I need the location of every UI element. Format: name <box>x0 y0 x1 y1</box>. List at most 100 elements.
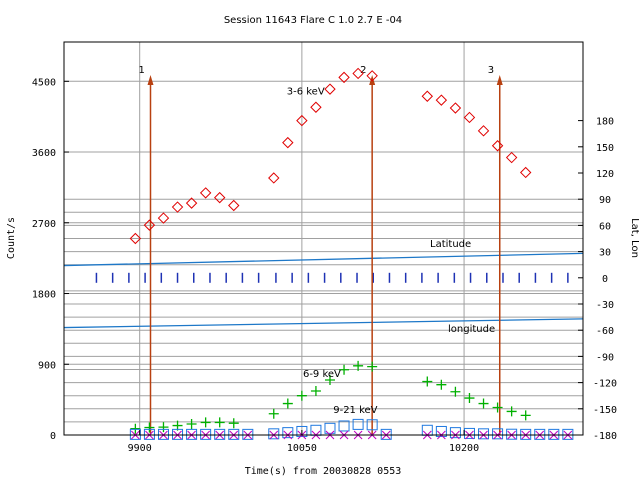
data-point-3-6kev <box>477 125 490 137</box>
y-tick-label: 0 <box>50 431 56 442</box>
data-point-6-9kev <box>339 364 350 375</box>
data-point-9-21kev <box>492 428 504 440</box>
data-point-9-21kev <box>214 428 226 440</box>
data-point-6-9kev <box>367 361 378 372</box>
data-point-9-21kev <box>506 428 518 440</box>
data-layer: Latitude longitude 1 2 3 3-6 keV 6-9 keV 9-21 k… <box>63 65 584 440</box>
data-point-6-9kev <box>186 418 197 429</box>
marker-label: 3 <box>488 65 494 76</box>
data-point-3-6kev <box>366 70 378 82</box>
data-point-6-9kev <box>506 406 517 417</box>
x-tick-label: 10050 <box>287 443 317 454</box>
data-point-9-21kev <box>380 428 392 440</box>
data-point-9-21kev <box>228 428 240 440</box>
y2-tick-label: -180 <box>593 431 617 442</box>
data-point-9-21kev <box>366 419 378 431</box>
data-point-3-6kev <box>268 172 280 184</box>
marker-arrow-head <box>496 75 503 85</box>
data-point-9-21kev <box>296 425 308 437</box>
data-point-9-21kev <box>310 424 322 436</box>
data-point-9-21kev <box>324 422 336 434</box>
data-point-3-6kev <box>352 67 364 80</box>
longitude-line <box>63 318 584 329</box>
latitude-label: Latitude <box>430 239 471 250</box>
y-tick-label: 3600 <box>32 148 56 159</box>
data-point-9-21kev <box>534 428 546 440</box>
data-point-3-6kev <box>199 187 212 199</box>
y2-tick-label: -150 <box>593 405 617 416</box>
data-point-6-9kev <box>324 374 335 385</box>
data-point-9-21kev <box>520 428 532 440</box>
y-axis-label: Count/s <box>6 217 17 259</box>
y2-tick-label: 90 <box>599 195 611 206</box>
data-point-3-6kev <box>143 219 156 231</box>
data-point-3-6kev <box>463 111 476 124</box>
y2-tick-label: -30 <box>596 300 614 311</box>
energy-band-label: 9-21 keV <box>333 405 377 416</box>
data-point-3-6kev <box>435 94 448 106</box>
y2-axis-label: Lat, Lon <box>629 218 640 258</box>
y-tick-label: 900 <box>38 360 56 371</box>
y2-tick-label: -90 <box>596 352 614 363</box>
data-point-3-6kev <box>338 71 350 84</box>
y2-tick-label: 30 <box>599 248 611 259</box>
data-point-6-9kev <box>464 393 475 404</box>
data-point-3-6kev <box>296 114 308 127</box>
data-point-6-9kev <box>200 417 211 428</box>
data-point-3-6kev <box>519 166 532 179</box>
y2-tick-label: 0 <box>602 274 608 285</box>
chart-title: Session 11643 Flare C 1.0 2.7 E -04 <box>224 15 402 26</box>
data-point-6-9kev <box>144 422 155 433</box>
data-point-3-6kev <box>282 136 294 149</box>
y2-tick-label: -120 <box>593 379 617 390</box>
data-point-3-6kev <box>157 212 170 224</box>
latitude-line <box>63 252 584 267</box>
data-point-3-6kev <box>324 83 336 95</box>
data-point-6-9kev <box>130 423 141 434</box>
y2-tick-label: 60 <box>599 221 611 232</box>
x-axis-label: Time(s) from 20030828 0553 <box>245 466 402 477</box>
y2-tick-label: 180 <box>596 117 614 128</box>
data-point-6-9kev <box>310 385 321 396</box>
data-point-9-21kev <box>157 428 169 440</box>
data-point-9-21kev <box>435 425 447 437</box>
x-tick-label: 10200 <box>449 443 479 454</box>
data-point-6-9kev <box>296 390 307 401</box>
data-point-6-9kev <box>436 379 447 390</box>
data-point-3-6kev <box>213 191 226 204</box>
marker-arrow-head <box>147 75 154 85</box>
energy-band-label: 6-9 keV <box>303 369 341 380</box>
data-point-6-9kev <box>478 398 489 409</box>
data-point-9-21kev <box>478 428 490 440</box>
data-point-3-6kev <box>185 197 198 209</box>
y2-tick-label: 120 <box>596 169 614 180</box>
data-point-3-6kev <box>449 102 462 114</box>
y2-tick-label: 150 <box>596 143 614 154</box>
data-point-3-6kev <box>491 140 504 152</box>
data-point-3-6kev <box>421 90 434 102</box>
data-point-6-9kev <box>520 410 531 421</box>
data-point-6-9kev <box>492 402 503 413</box>
data-point-9-21kev <box>338 420 350 432</box>
data-point-6-9kev <box>282 398 293 409</box>
marker-arrow-head <box>369 75 376 85</box>
marker-label: 1 <box>139 65 145 76</box>
data-point-9-21kev <box>186 428 198 440</box>
y-tick-label: 4500 <box>32 77 56 88</box>
data-point-9-21kev <box>562 428 574 440</box>
data-point-9-21kev <box>143 428 155 440</box>
longitude-label: longitude <box>448 324 495 335</box>
data-point-6-9kev <box>214 417 225 428</box>
data-point-9-21kev <box>172 428 184 440</box>
data-point-9-21kev <box>282 427 294 439</box>
y-tick-label: 1800 <box>32 290 56 301</box>
data-point-9-21kev <box>129 428 141 440</box>
y-tick-label: 2700 <box>32 219 56 230</box>
data-point-6-9kev <box>268 408 279 419</box>
x-tick-label: 9900 <box>128 443 152 454</box>
data-point-3-6kev <box>310 101 322 113</box>
data-point-6-9kev <box>158 422 169 433</box>
energy-band-label: 3-6 keV <box>287 87 325 98</box>
data-point-6-9kev <box>353 360 364 371</box>
